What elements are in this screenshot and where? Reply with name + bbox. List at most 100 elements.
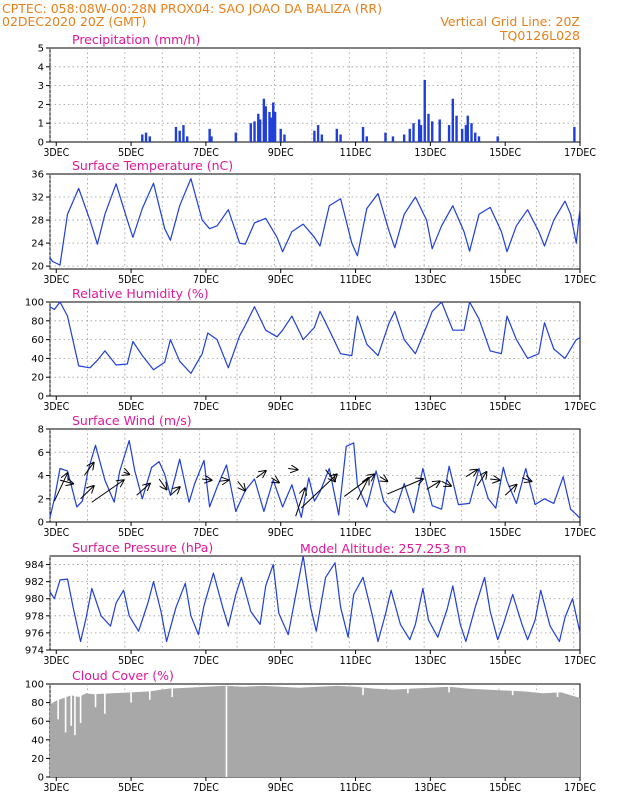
series-line-pres — [49, 555, 581, 643]
wind-vector-arrow — [380, 477, 387, 482]
x-tick-label: 11DEC — [340, 655, 372, 667]
precip-bar — [264, 106, 267, 142]
panel-title-temp: Surface Temperature (nC) — [72, 158, 233, 173]
model-altitude-label: Model Altitude: 257.253 m — [300, 541, 466, 556]
cloud-cover-dip — [79, 686, 82, 724]
precip-bar — [412, 123, 415, 142]
precip-bar — [234, 132, 238, 142]
y-tick-label: 24 — [31, 239, 44, 250]
y-tick-label: 40 — [31, 354, 44, 365]
cloud-cover-dip — [64, 686, 67, 733]
x-tick-label: 7DEC — [193, 401, 219, 413]
y-tick-label: 60 — [31, 335, 44, 346]
panel-title-rh: Relative Humidity (%) — [72, 286, 209, 301]
x-tick-label: 17DEC — [564, 147, 596, 159]
precip-bar — [391, 136, 395, 142]
panel-rh: Relative Humidity (%) 0 20 40 60 80 100 3DEC 5DE… — [25, 286, 596, 413]
precip-bar — [279, 128, 282, 142]
precip-bar — [335, 128, 339, 142]
x-tick-label: 15DEC — [489, 655, 521, 667]
precip-bar — [270, 117, 273, 142]
precip-bar — [257, 113, 260, 142]
x-tick-label: 5DEC — [118, 655, 144, 667]
x-tick-label: 3DEC — [43, 527, 69, 539]
precip-bar — [474, 132, 477, 142]
precip-bar — [427, 113, 430, 142]
precip-bar — [208, 128, 211, 142]
y-tick-label: 20 — [31, 262, 44, 273]
y-tick-label: 4 — [38, 471, 44, 482]
precip-bar — [470, 123, 473, 142]
x-tick-label: 17DEC — [564, 527, 596, 539]
y-tick-label: 5 — [38, 44, 44, 55]
panel-frame-pres — [49, 555, 581, 651]
x-tick-label: 13DEC — [414, 782, 446, 794]
wind-vector-arrow — [356, 478, 368, 501]
panel-frame-precip — [49, 47, 581, 143]
y-tick-label: 32 — [31, 193, 44, 204]
x-tick-label: 17DEC — [564, 274, 596, 286]
precip-bar — [496, 136, 499, 142]
precip-bar — [339, 134, 342, 142]
precip-bar — [283, 134, 286, 142]
cloud-cover-dip — [171, 686, 174, 698]
y-tick-label: 8 — [38, 425, 44, 436]
y-tick-label: 0 — [38, 773, 44, 784]
y-tick-label: 2 — [38, 494, 44, 505]
precip-bar — [182, 125, 185, 142]
x-tick-label: 11DEC — [340, 274, 372, 286]
precip-bar — [438, 119, 441, 142]
x-tick-label: 17DEC — [564, 655, 596, 667]
y-tick-label: 4 — [38, 62, 44, 73]
header-issue-time: 02DEC2020 20Z (GMT) — [2, 14, 146, 29]
x-tick-label: 17DEC — [564, 401, 596, 413]
x-tick-label: 3DEC — [43, 655, 69, 667]
panel-wind: Surface Wind (m/s) 0 2 4 6 8 3DEC 5DEC 7DEC 9DEC 1… — [38, 413, 597, 539]
precip-bar — [447, 125, 451, 142]
wind-vector-arrow — [136, 484, 150, 496]
precip-bar — [258, 119, 262, 142]
y-tick-label: 20 — [31, 373, 44, 384]
x-tick-label: 5DEC — [118, 782, 144, 794]
wind-vector-arrow — [170, 487, 179, 496]
wind-vector-arrow — [490, 479, 499, 480]
x-tick-label: 11DEC — [340, 527, 372, 539]
wind-vector-arrow — [124, 472, 130, 474]
x-tick-label: 13DEC — [414, 655, 446, 667]
precip-bar — [417, 119, 421, 142]
panel-precip: Precipitation (mm/h) 0 1 2 3 4 5 3DEC 5DEC 7DEC 9D… — [38, 32, 597, 159]
header-grid-note: Vertical Grid Line: 20Z — [440, 14, 580, 29]
panel-frame-rh — [49, 301, 581, 397]
y-tick-label: 80 — [31, 316, 44, 327]
wind-vector-arrow — [158, 478, 166, 489]
x-tick-label: 9DEC — [268, 655, 294, 667]
y-tick-label: 984 — [25, 560, 44, 571]
x-tick-label: 5DEC — [118, 274, 144, 286]
precip-bar — [268, 111, 271, 142]
panel-frame-temp — [49, 173, 581, 270]
x-tick-label: 11DEC — [340, 147, 372, 159]
wind-vector-arrow — [53, 473, 67, 502]
x-tick-label: 9DEC — [268, 401, 294, 413]
wind-vector-arrow — [521, 478, 531, 481]
panel-title-wind: Surface Wind (m/s) — [72, 413, 192, 428]
x-tick-label: 9DEC — [268, 147, 294, 159]
panel-temp: Surface Temperature (nC) 20 24 28 32 36 3DEC 5D… — [31, 158, 596, 286]
wind-vector-arrow — [218, 480, 228, 481]
series-line-temp — [49, 178, 581, 266]
wind-vector-arrow — [288, 469, 297, 470]
cloud-cover-dip — [74, 686, 76, 736]
header-station: CPTEC: 058:08W-00:28N PROX04: SAO JOAO D… — [2, 1, 382, 16]
x-tick-label: 15DEC — [489, 401, 521, 413]
x-tick-label: 3DEC — [43, 782, 69, 794]
x-tick-label: 13DEC — [414, 147, 446, 159]
header-model-code: TQ0126L028 — [499, 28, 580, 43]
y-tick-label: 20 — [31, 754, 44, 765]
x-tick-label: 13DEC — [414, 401, 446, 413]
y-tick-label: 974 — [25, 646, 44, 657]
precip-bar — [210, 136, 213, 142]
precip-bar — [185, 136, 189, 142]
precip-bar — [361, 126, 365, 142]
precip-bar — [419, 125, 423, 142]
